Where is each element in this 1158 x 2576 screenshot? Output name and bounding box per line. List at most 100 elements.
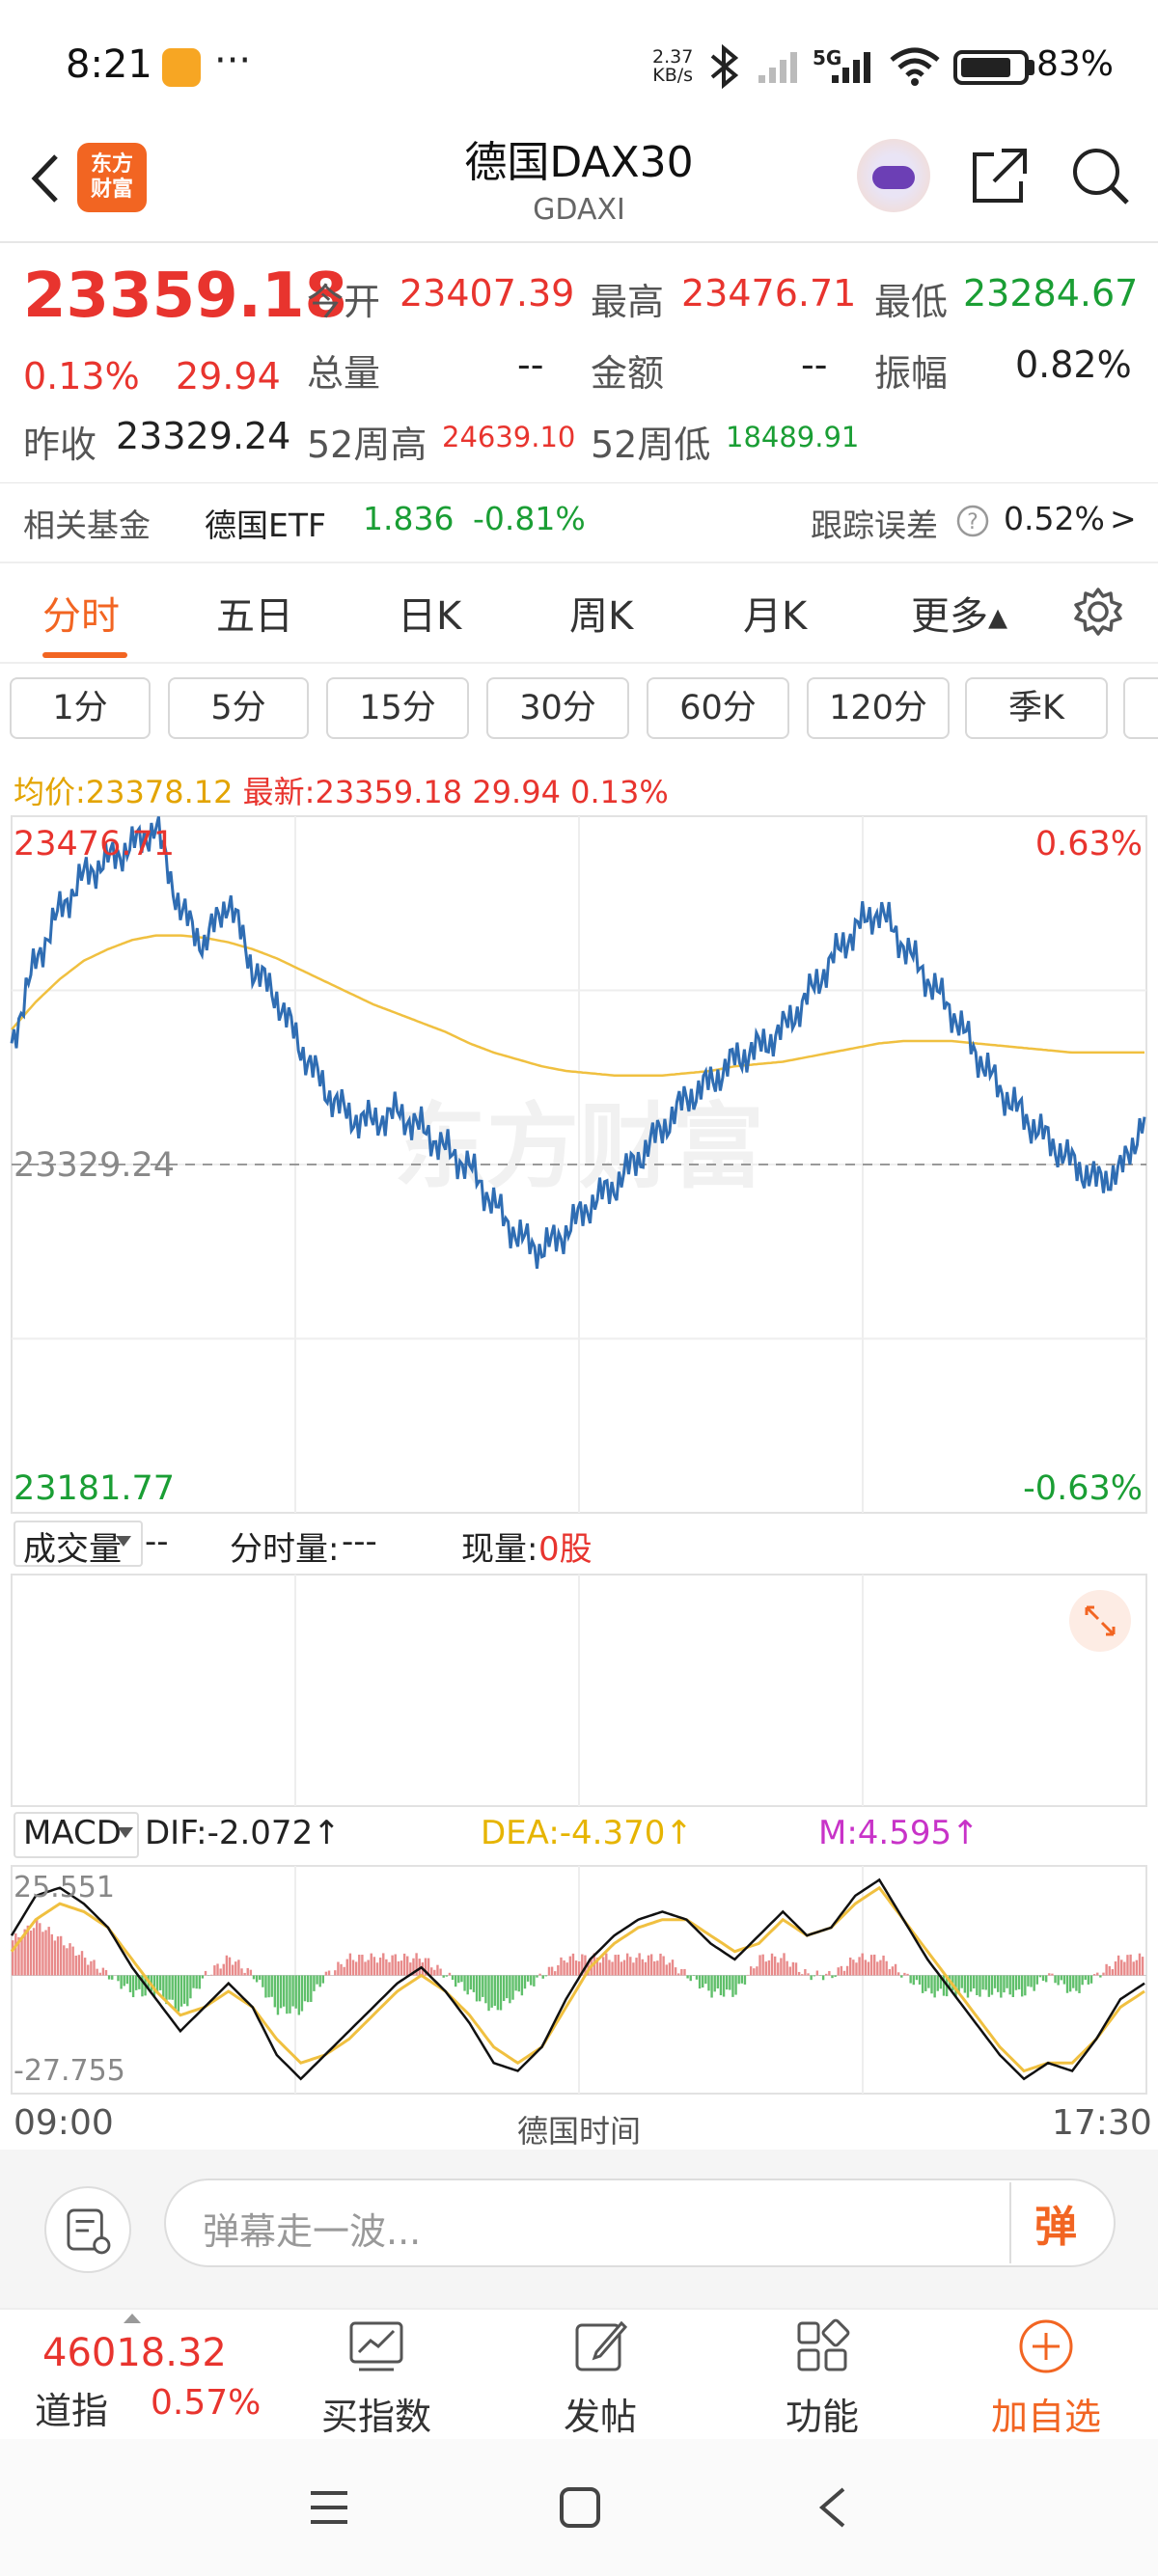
macd-bar — [351, 1959, 355, 1976]
functions-button[interactable]: 功能 — [785, 2396, 859, 2438]
macd-bar — [472, 1975, 476, 1992]
macd-bar — [957, 1975, 960, 1994]
macd-bar — [834, 1975, 837, 1977]
macd-bar — [41, 1932, 44, 1976]
macd-bar — [300, 1975, 304, 2012]
macd-bar — [400, 1960, 403, 1976]
macd-bar — [644, 1961, 648, 1976]
macd-bar — [788, 1966, 791, 1976]
macd-bar — [538, 1973, 541, 1976]
danmu-input[interactable] — [164, 2179, 1116, 2267]
macd-bar — [306, 1975, 310, 2003]
period-chip-2[interactable]: 15分 — [326, 677, 469, 739]
macd-bar — [511, 1975, 514, 2000]
tab-0[interactable]: 分时 — [42, 594, 120, 639]
menu-icon[interactable] — [307, 2485, 351, 2530]
page-subtitle: GDAXI — [533, 193, 625, 227]
macd-bar — [698, 1975, 702, 1989]
tab-5[interactable]: 更多▴ — [911, 594, 1008, 639]
macd-bar — [753, 1968, 756, 1976]
expand-icon[interactable] — [1069, 1590, 1131, 1652]
macd-bar — [1138, 1953, 1142, 1976]
macd-bar — [1089, 1975, 1093, 1984]
macd-bar — [526, 1975, 530, 1982]
comment-settings-icon[interactable] — [44, 2186, 131, 2273]
gear-icon[interactable] — [1073, 587, 1123, 637]
chart-trend-icon[interactable] — [345, 2316, 407, 2377]
dif-label: DIF: — [145, 1814, 207, 1852]
period-chip-0[interactable]: 1分 — [10, 677, 151, 739]
macd-bar — [372, 1957, 376, 1976]
period-chip-4[interactable]: 60分 — [647, 677, 789, 739]
macd-bar — [1072, 1975, 1075, 1988]
macd-bar — [364, 1961, 367, 1976]
danmu-toggle-button[interactable]: 弹 — [1034, 2203, 1077, 2252]
edit-post-icon[interactable] — [569, 2316, 631, 2377]
macd-bar — [1020, 1975, 1024, 1997]
add-watchlist-button[interactable]: 加自选 — [990, 2396, 1101, 2438]
macd-bar — [620, 1961, 623, 1976]
period-chip-6[interactable]: 季K — [965, 677, 1108, 739]
dow-index-value[interactable]: 46018.32 — [42, 2331, 227, 2375]
macd-bar — [1105, 1963, 1108, 1976]
macd-bar — [240, 1968, 243, 1976]
macd-bar — [581, 1954, 584, 1976]
latest-change-percent: 0.13% — [570, 774, 669, 810]
share-icon[interactable] — [969, 145, 1031, 206]
fund-name[interactable]: 德国ETF — [205, 507, 326, 544]
macd-bar — [1062, 1975, 1066, 1985]
macd-bar — [1024, 1975, 1027, 1996]
macd-bar — [629, 1957, 632, 1976]
intraday-chart[interactable]: 东方财富 23476.71 23329.24 23181.77 0.63% -0… — [0, 812, 1158, 2144]
grid-apps-icon[interactable] — [791, 2316, 853, 2377]
signal-sim2-icon — [832, 52, 870, 83]
assistant-avatar-icon[interactable] — [857, 139, 930, 212]
add-circle-icon[interactable] — [1015, 2316, 1077, 2377]
post-button[interactable]: 发帖 — [563, 2396, 637, 2438]
time-zone-label: 德国时间 — [516, 2113, 641, 2150]
macd-bar — [228, 1957, 232, 1976]
nav-back-icon[interactable] — [811, 2483, 855, 2532]
macd-bar — [656, 1960, 659, 1976]
macd-bar — [767, 1959, 771, 1976]
dow-index-name[interactable]: 道指 — [35, 2390, 109, 2432]
volume-selector[interactable] — [14, 1521, 143, 1567]
period-chip-5[interactable]: 120分 — [807, 677, 950, 739]
index-expand-icon[interactable] — [124, 2314, 141, 2323]
macd-bar — [246, 1967, 249, 1976]
macd-bar — [979, 1975, 981, 1997]
macd-bar — [279, 1975, 283, 2009]
dea-value: -4.370 — [559, 1814, 666, 1852]
macd-bar — [1114, 1961, 1117, 1976]
tab-2[interactable]: 日K — [398, 594, 462, 639]
chevron-right-icon[interactable]: > — [1110, 500, 1137, 537]
y-max-label: 23476.71 — [14, 825, 175, 863]
search-icon[interactable] — [1069, 145, 1131, 206]
tab-1[interactable]: 五日 — [216, 594, 293, 639]
macd-bar — [262, 1975, 264, 1987]
macd-bar — [743, 1975, 747, 1985]
tab-4[interactable]: 月K — [743, 594, 808, 639]
tab-3[interactable]: 周K — [569, 594, 634, 639]
macd-bar — [791, 1961, 795, 1976]
macd-selector[interactable] — [14, 1812, 139, 1858]
help-icon[interactable]: ? — [955, 504, 990, 538]
period-chip-3[interactable]: 30分 — [486, 677, 629, 739]
period-chip-more[interactable] — [1123, 677, 1158, 739]
macd-bar — [638, 1953, 641, 1976]
home-icon[interactable] — [558, 2485, 602, 2530]
period-chip-1[interactable]: 5分 — [168, 677, 309, 739]
macd-bar — [120, 1975, 123, 1989]
macd-bar — [605, 1953, 608, 1976]
macd-bar — [165, 1975, 168, 2005]
back-arrow-icon[interactable] — [21, 145, 79, 212]
macd-bar — [1048, 1973, 1051, 1976]
macd-bar — [77, 1955, 81, 1976]
macd-bar — [1087, 1975, 1090, 1985]
macd-bar — [66, 1948, 69, 1976]
macd-bar — [345, 1959, 348, 1976]
buy-index-button[interactable]: 买指数 — [320, 2396, 431, 2438]
macd-bar — [565, 1962, 568, 1976]
status-time: 8:21 — [66, 42, 152, 87]
macd-bar — [243, 1972, 246, 1976]
